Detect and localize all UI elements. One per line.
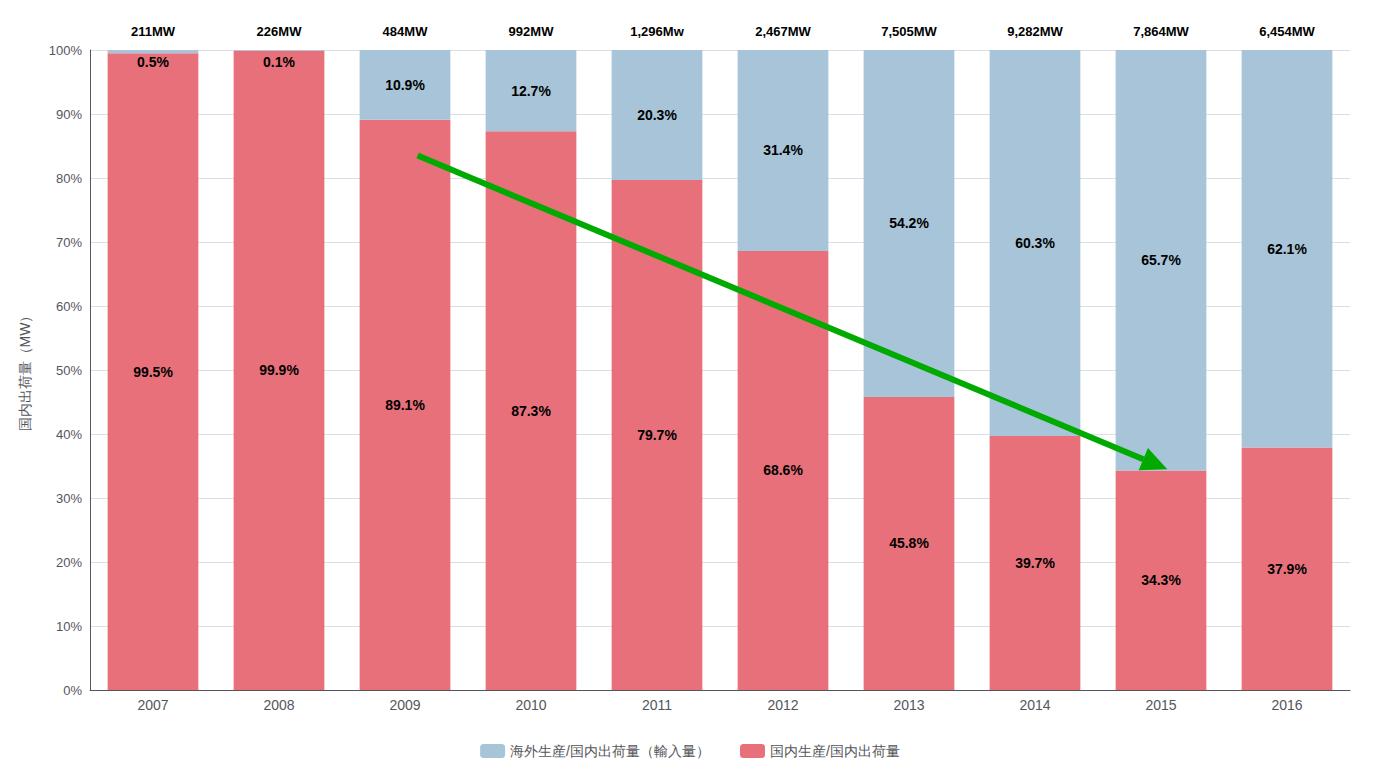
svg-text:2014: 2014: [1019, 697, 1050, 713]
svg-text:7,864MW: 7,864MW: [1133, 24, 1189, 39]
svg-text:0.1%: 0.1%: [263, 54, 295, 70]
svg-text:100%: 100%: [49, 43, 83, 58]
svg-text:2013: 2013: [893, 697, 924, 713]
svg-text:45.8%: 45.8%: [889, 535, 929, 551]
svg-text:211MW: 211MW: [131, 24, 176, 39]
svg-text:12.7%: 12.7%: [511, 83, 551, 99]
svg-text:6,454MW: 6,454MW: [1259, 24, 1315, 39]
svg-text:10.9%: 10.9%: [385, 77, 425, 93]
svg-text:2011: 2011: [642, 697, 672, 713]
svg-text:31.4%: 31.4%: [763, 142, 803, 158]
svg-text:1,296Mw: 1,296Mw: [630, 24, 684, 39]
svg-text:10%: 10%: [56, 619, 82, 634]
svg-text:2010: 2010: [515, 697, 546, 713]
svg-text:226MW: 226MW: [257, 24, 303, 39]
svg-text:40%: 40%: [56, 427, 82, 442]
svg-text:2008: 2008: [263, 697, 294, 713]
svg-text:0%: 0%: [63, 683, 82, 698]
svg-text:54.2%: 54.2%: [889, 215, 929, 231]
svg-text:90%: 90%: [56, 107, 82, 122]
svg-text:99.9%: 99.9%: [259, 362, 299, 378]
svg-text:87.3%: 87.3%: [511, 403, 551, 419]
svg-text:2007: 2007: [137, 697, 168, 713]
svg-text:62.1%: 62.1%: [1267, 241, 1307, 257]
svg-text:海外生産/国内出荷量（輸入量）: 海外生産/国内出荷量（輸入量）: [510, 743, 710, 759]
svg-text:34.3%: 34.3%: [1141, 572, 1181, 588]
svg-text:60.3%: 60.3%: [1015, 235, 1055, 251]
svg-text:39.7%: 39.7%: [1015, 555, 1055, 571]
svg-text:9,282MW: 9,282MW: [1007, 24, 1063, 39]
svg-text:2016: 2016: [1271, 697, 1302, 713]
svg-text:国内出荷量（MW）: 国内出荷量（MW）: [17, 309, 33, 432]
svg-text:2,467MW: 2,467MW: [755, 24, 811, 39]
svg-text:30%: 30%: [56, 491, 82, 506]
svg-text:50%: 50%: [56, 363, 82, 378]
svg-text:68.6%: 68.6%: [763, 462, 803, 478]
svg-text:70%: 70%: [56, 235, 82, 250]
svg-text:79.7%: 79.7%: [637, 427, 677, 443]
svg-text:0.5%: 0.5%: [137, 54, 169, 70]
svg-text:992MW: 992MW: [509, 24, 555, 39]
svg-text:99.5%: 99.5%: [133, 364, 173, 380]
svg-text:2015: 2015: [1145, 697, 1176, 713]
svg-text:20%: 20%: [56, 555, 82, 570]
svg-text:37.9%: 37.9%: [1267, 561, 1307, 577]
svg-text:20.3%: 20.3%: [637, 107, 677, 123]
svg-text:2009: 2009: [389, 697, 420, 713]
svg-text:80%: 80%: [56, 171, 82, 186]
svg-text:2012: 2012: [767, 697, 798, 713]
svg-text:国内生産/国内出荷量: 国内生産/国内出荷量: [770, 743, 900, 759]
svg-text:7,505MW: 7,505MW: [881, 24, 937, 39]
svg-text:484MW: 484MW: [383, 24, 429, 39]
svg-text:89.1%: 89.1%: [385, 397, 425, 413]
svg-text:60%: 60%: [56, 299, 82, 314]
svg-text:65.7%: 65.7%: [1141, 252, 1181, 268]
